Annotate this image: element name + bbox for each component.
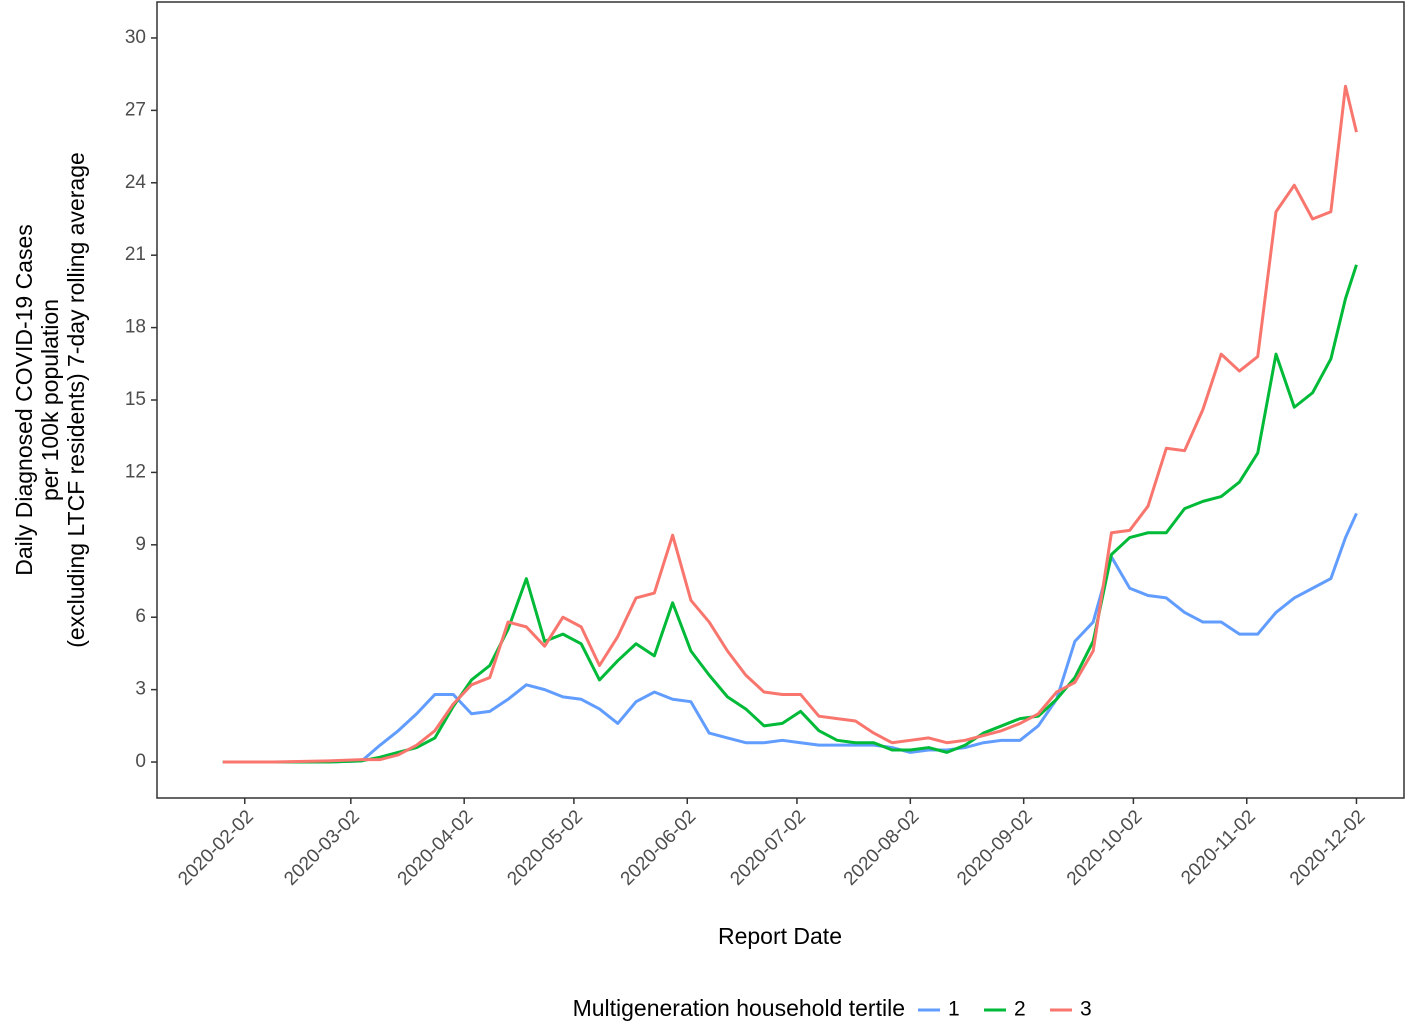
y-label-line: per 100k population — [37, 299, 63, 501]
series-line — [222, 264, 1358, 764]
legend-title: Multigeneration household tertile — [573, 995, 905, 1021]
y-tick-label: 30 — [125, 27, 146, 48]
x-tick-label: 2020-03-02 — [280, 806, 364, 890]
y-label-line: (excluding LTCF residents) 7-day rolling… — [63, 152, 89, 648]
y-tick-label: 3 — [135, 679, 146, 700]
plot-panel — [156, 1, 1405, 799]
series-line — [222, 512, 1358, 764]
y-tick-label: 12 — [125, 461, 146, 482]
y-tick-label: 21 — [125, 244, 146, 265]
x-tick-label: 2020-12-02 — [1286, 806, 1370, 890]
x-tick-label: 2020-07-02 — [726, 806, 810, 890]
y-tick-label: 15 — [125, 389, 146, 410]
x-tick-label: 2020-04-02 — [394, 806, 478, 890]
x-tick-label: 2020-06-02 — [617, 806, 701, 890]
x-tick-label: 2020-08-02 — [840, 806, 924, 890]
y-label-line: Daily Diagnosed COVID-19 Cases — [11, 224, 37, 576]
legend-label: 2 — [1014, 998, 1026, 1021]
x-tick-label: 2020-10-02 — [1063, 806, 1147, 890]
x-tick-label: 2020-02-02 — [174, 806, 258, 890]
x-tick-label: 2020-11-02 — [1177, 806, 1260, 889]
y-tick-label: 0 — [135, 751, 146, 772]
legend-label: 1 — [948, 998, 960, 1021]
y-tick-label: 6 — [135, 606, 146, 627]
x-axis-title: Report Date — [718, 923, 842, 949]
legend-label: 3 — [1080, 998, 1092, 1021]
y-tick-label: 18 — [125, 317, 146, 338]
y-axis-title: Daily Diagnosed COVID-19 Cases per 100k … — [11, 152, 89, 648]
series-line — [222, 84, 1358, 764]
y-tick-label: 9 — [135, 534, 146, 555]
y-tick-label: 24 — [125, 172, 147, 193]
x-tick-label: 2020-05-02 — [503, 806, 587, 890]
x-tick-label: 2020-09-02 — [953, 806, 1037, 890]
y-tick-label: 27 — [125, 99, 146, 120]
